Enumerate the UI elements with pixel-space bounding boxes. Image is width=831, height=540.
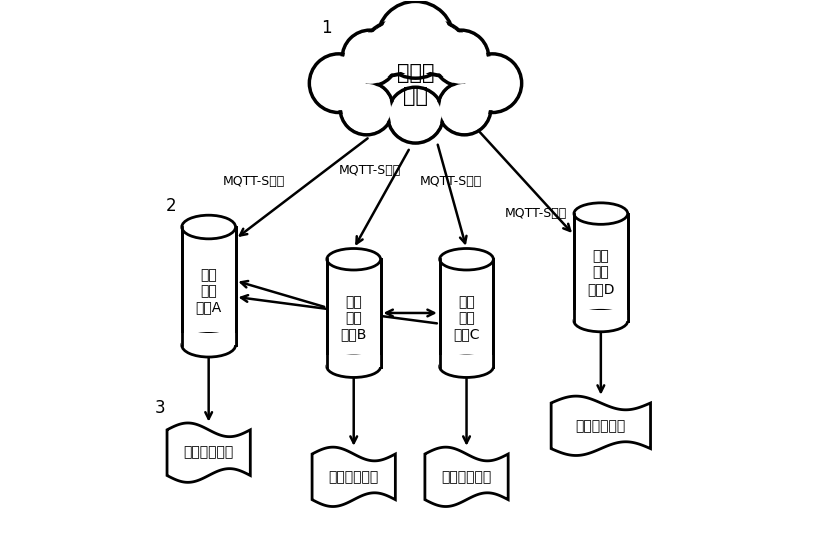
Circle shape [342,30,398,86]
Bar [439,355,494,367]
Bar [573,310,629,321]
Ellipse shape [440,248,494,270]
Circle shape [340,82,393,135]
Ellipse shape [440,356,494,377]
Circle shape [413,22,466,76]
Polygon shape [551,396,651,455]
Circle shape [342,84,391,133]
Text: 3: 3 [155,400,165,417]
Circle shape [365,22,418,76]
Circle shape [366,24,416,73]
Circle shape [390,90,441,141]
Text: 边缘
计算
节点B: 边缘 计算 节点B [341,295,367,342]
Text: 边缘
计算
节点C: 边缘 计算 节点C [453,295,479,342]
Circle shape [312,56,366,110]
Circle shape [433,30,489,86]
Circle shape [463,54,522,112]
Polygon shape [167,423,250,482]
Polygon shape [312,447,396,507]
Bar [326,355,381,367]
Text: MQTT-S协议: MQTT-S协议 [505,207,568,220]
Ellipse shape [574,203,627,224]
Circle shape [380,4,451,75]
Text: 边缘
计算
节点A: 边缘 计算 节点A [195,268,222,315]
Text: 边缘用户终端: 边缘用户终端 [328,470,379,484]
Ellipse shape [182,215,235,239]
Circle shape [416,24,465,73]
Text: MQTT-S协议: MQTT-S协议 [339,164,401,177]
Ellipse shape [327,248,381,270]
Circle shape [440,84,489,133]
Text: MQTT-S协议: MQTT-S协议 [420,175,481,188]
Text: MQTT-S协议: MQTT-S协议 [224,175,286,188]
Bar [327,259,381,367]
Circle shape [377,2,454,78]
Bar [440,259,494,367]
Bar [574,214,627,321]
Text: 边缘用户终端: 边缘用户终端 [576,419,626,433]
Text: 边缘用户终端: 边缘用户终端 [441,470,492,484]
Text: 边缘
计算
节点D: 边缘 计算 节点D [587,249,615,296]
Text: 中心云
平台: 中心云 平台 [396,63,435,106]
Circle shape [438,82,491,135]
Bar [182,227,235,345]
Ellipse shape [182,333,235,357]
Bar [180,333,237,345]
Text: 2: 2 [165,197,176,214]
Circle shape [387,87,444,143]
Text: 边缘用户终端: 边缘用户终端 [184,446,234,460]
Ellipse shape [574,310,627,332]
Text: 1: 1 [322,19,332,37]
Circle shape [435,32,487,84]
Polygon shape [425,447,509,507]
Circle shape [465,56,519,110]
Ellipse shape [327,356,381,377]
Circle shape [309,54,368,112]
Circle shape [344,32,396,84]
